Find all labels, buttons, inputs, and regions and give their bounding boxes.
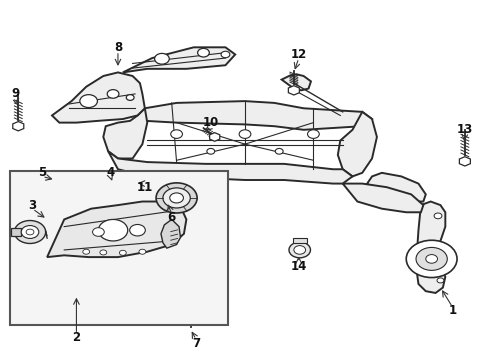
Circle shape	[126, 95, 134, 100]
Text: 10: 10	[203, 116, 219, 129]
Circle shape	[126, 177, 141, 188]
Polygon shape	[103, 108, 147, 158]
Circle shape	[156, 183, 197, 213]
Polygon shape	[123, 47, 235, 72]
Text: 11: 11	[137, 181, 153, 194]
Circle shape	[275, 148, 283, 154]
Circle shape	[100, 250, 107, 255]
Text: 13: 13	[457, 123, 473, 136]
Circle shape	[239, 130, 251, 138]
Polygon shape	[282, 74, 311, 90]
Text: 2: 2	[73, 331, 80, 344]
Polygon shape	[52, 72, 145, 123]
Text: 5: 5	[38, 166, 47, 179]
Polygon shape	[47, 202, 186, 257]
Polygon shape	[416, 202, 445, 293]
Polygon shape	[186, 302, 197, 311]
Circle shape	[26, 229, 34, 235]
Text: 4: 4	[106, 166, 115, 179]
Circle shape	[130, 180, 137, 185]
Polygon shape	[210, 133, 220, 141]
Circle shape	[120, 250, 126, 255]
Circle shape	[308, 130, 319, 138]
Circle shape	[434, 213, 442, 219]
Bar	[11, 228, 21, 236]
Circle shape	[426, 255, 438, 263]
Polygon shape	[109, 181, 119, 190]
Circle shape	[139, 249, 146, 254]
Circle shape	[52, 176, 62, 183]
Circle shape	[80, 95, 98, 108]
Circle shape	[171, 130, 182, 138]
Circle shape	[437, 278, 444, 283]
Polygon shape	[13, 122, 24, 131]
Circle shape	[107, 90, 119, 98]
Text: 3: 3	[28, 199, 37, 212]
Circle shape	[170, 193, 183, 203]
Text: 6: 6	[168, 211, 176, 224]
Polygon shape	[161, 220, 180, 248]
Polygon shape	[338, 112, 377, 176]
Text: 1: 1	[449, 305, 457, 318]
Text: 14: 14	[291, 260, 307, 273]
Text: 9: 9	[11, 87, 20, 100]
Bar	[10, 171, 228, 325]
Circle shape	[83, 249, 90, 254]
Polygon shape	[367, 173, 426, 202]
Polygon shape	[343, 184, 423, 212]
Circle shape	[294, 246, 306, 254]
Circle shape	[21, 226, 39, 238]
Text: 12: 12	[291, 48, 307, 61]
Bar	[293, 238, 307, 243]
Polygon shape	[108, 151, 352, 184]
Circle shape	[108, 181, 121, 190]
Circle shape	[197, 48, 209, 57]
Circle shape	[130, 225, 146, 236]
Circle shape	[221, 51, 230, 58]
Polygon shape	[288, 86, 299, 95]
Circle shape	[207, 148, 215, 154]
Circle shape	[14, 221, 46, 243]
Circle shape	[155, 53, 169, 64]
Circle shape	[289, 242, 311, 258]
Circle shape	[416, 247, 447, 270]
Circle shape	[93, 228, 104, 236]
Polygon shape	[459, 157, 470, 166]
Text: 8: 8	[114, 41, 122, 54]
Circle shape	[46, 171, 68, 187]
Circle shape	[163, 188, 190, 208]
Text: 7: 7	[192, 337, 200, 350]
Polygon shape	[138, 101, 372, 130]
Circle shape	[406, 240, 457, 278]
Circle shape	[98, 220, 128, 241]
